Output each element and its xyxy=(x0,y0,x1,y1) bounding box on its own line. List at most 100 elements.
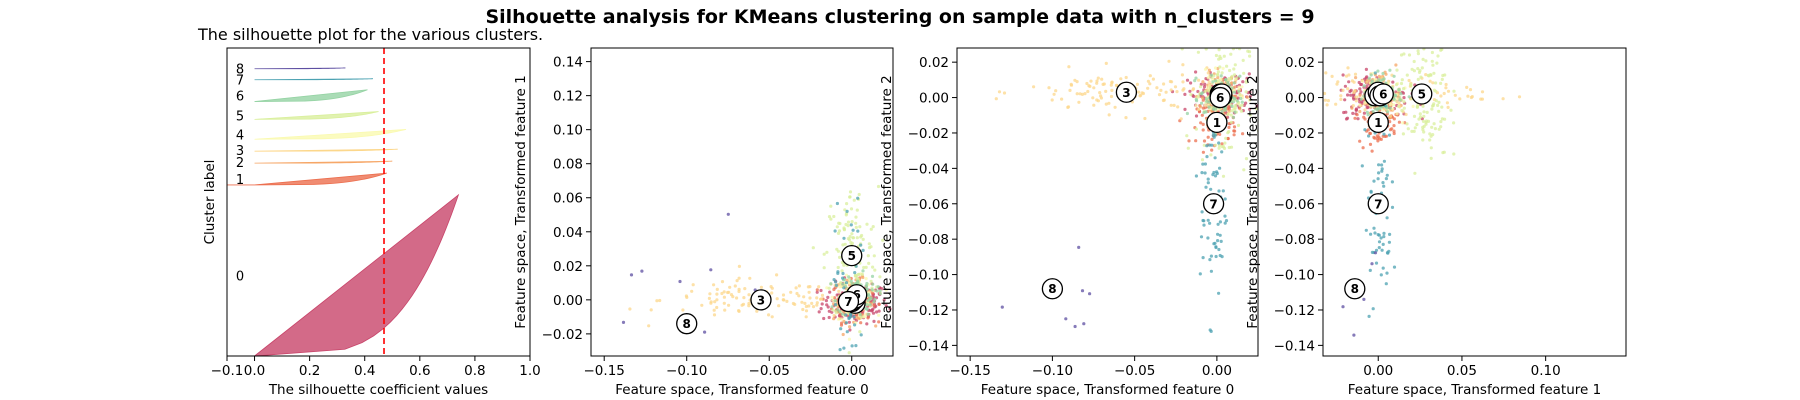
sample-point xyxy=(1358,93,1362,97)
silhouette-axes-frame xyxy=(226,47,531,357)
sample-point xyxy=(850,241,855,245)
x-tick-label: −0.05 xyxy=(1114,363,1155,379)
sample-point xyxy=(1432,71,1436,75)
sample-point xyxy=(1238,107,1242,111)
y-tick-label: 0.00 xyxy=(919,91,949,107)
sample-point xyxy=(848,235,852,239)
sample-point xyxy=(1286,286,1289,289)
sample-point xyxy=(1146,79,1150,83)
sample-point xyxy=(1167,59,1171,63)
y-tick-label: −0.14 xyxy=(908,338,949,354)
sample-point xyxy=(1346,87,1350,91)
sample-point xyxy=(1248,54,1252,58)
sample-point xyxy=(868,297,872,301)
sample-point xyxy=(847,238,852,242)
sample-point xyxy=(1442,150,1446,154)
silhouette-band-3 xyxy=(254,148,398,152)
sample-point xyxy=(1185,134,1189,138)
sample-point xyxy=(1239,109,1244,113)
silhouette-band-2 xyxy=(254,160,393,164)
sample-point xyxy=(849,312,853,316)
sample-point xyxy=(1407,95,1411,99)
sample-point xyxy=(1395,97,1400,101)
sample-point xyxy=(1339,94,1343,98)
sample-point xyxy=(755,309,759,313)
sample-point xyxy=(1434,81,1438,85)
sample-point xyxy=(1429,8,1432,11)
sample-point xyxy=(1323,98,1327,102)
sample-point xyxy=(1410,129,1414,133)
sample-point xyxy=(1347,73,1351,77)
sample-point xyxy=(1221,189,1225,193)
sample-point xyxy=(1439,81,1443,85)
sample-point xyxy=(819,288,823,293)
sample-point xyxy=(1077,100,1081,104)
sample-point xyxy=(877,313,881,317)
sample-point xyxy=(1213,156,1217,160)
sample-point xyxy=(835,225,839,229)
sample-point xyxy=(1247,72,1251,76)
sample-point xyxy=(1203,82,1207,86)
cluster-center-1 xyxy=(1206,111,1228,133)
sample-point xyxy=(1183,107,1187,111)
sample-point xyxy=(1238,48,1242,51)
sample-point xyxy=(1277,53,1280,56)
sample-point xyxy=(838,221,842,226)
sample-point xyxy=(1440,105,1444,109)
sample-point xyxy=(1362,111,1366,115)
sample-point xyxy=(1392,117,1396,121)
sample-point xyxy=(1164,90,1168,94)
sample-point xyxy=(1193,79,1197,83)
sample-point xyxy=(785,299,789,303)
sample-point xyxy=(840,317,844,321)
sample-point xyxy=(1444,82,1448,87)
sample-point xyxy=(829,282,833,286)
sample-point xyxy=(1412,41,1415,44)
sample-point xyxy=(1002,91,1007,95)
sample-point xyxy=(1346,66,1350,70)
sample-point xyxy=(1218,220,1222,224)
cluster-center-label-3: 3 xyxy=(757,293,765,307)
sample-point xyxy=(868,303,872,307)
sample-point xyxy=(871,225,875,229)
sample-point xyxy=(884,288,888,292)
scatter-plot-1: 012345678−0.15−0.10−0.050.00−0.020.000.0… xyxy=(513,47,894,398)
sample-point xyxy=(1180,73,1184,77)
sample-point xyxy=(870,288,874,292)
sample-point xyxy=(1248,90,1252,94)
sample-point xyxy=(884,304,888,308)
sample-point xyxy=(802,295,806,299)
sample-point xyxy=(1431,63,1435,67)
sample-point xyxy=(1421,104,1425,108)
sample-point xyxy=(1242,71,1246,75)
sample-point xyxy=(1146,86,1150,90)
sample-point xyxy=(1242,168,1246,172)
sample-point xyxy=(1432,122,1436,126)
sample-point xyxy=(819,307,823,311)
sample-point xyxy=(1248,94,1252,98)
sample-point xyxy=(1213,40,1216,43)
sample-point xyxy=(836,308,840,312)
sample-point xyxy=(658,298,662,303)
sample-point xyxy=(1244,80,1248,84)
sample-point xyxy=(1247,107,1252,111)
sample-point xyxy=(1444,86,1448,90)
sample-point xyxy=(1411,104,1415,108)
sample-point xyxy=(1424,122,1428,126)
sample-point xyxy=(1422,130,1426,134)
sample-point xyxy=(1392,265,1397,269)
sample-point xyxy=(1517,95,1522,99)
sample-point xyxy=(872,300,876,304)
sample-point xyxy=(1201,218,1205,223)
sample-point xyxy=(865,303,869,307)
sample-point xyxy=(1325,103,1329,107)
sample-point xyxy=(1387,249,1391,253)
sample-point xyxy=(715,287,719,291)
sample-point xyxy=(1346,93,1350,97)
sample-point xyxy=(1198,272,1202,276)
sample-point xyxy=(1405,122,1409,126)
sample-point xyxy=(1220,71,1224,75)
sample-point xyxy=(1240,85,1244,89)
sample-point xyxy=(1194,76,1198,80)
cluster-label-0: 0 xyxy=(236,269,244,284)
